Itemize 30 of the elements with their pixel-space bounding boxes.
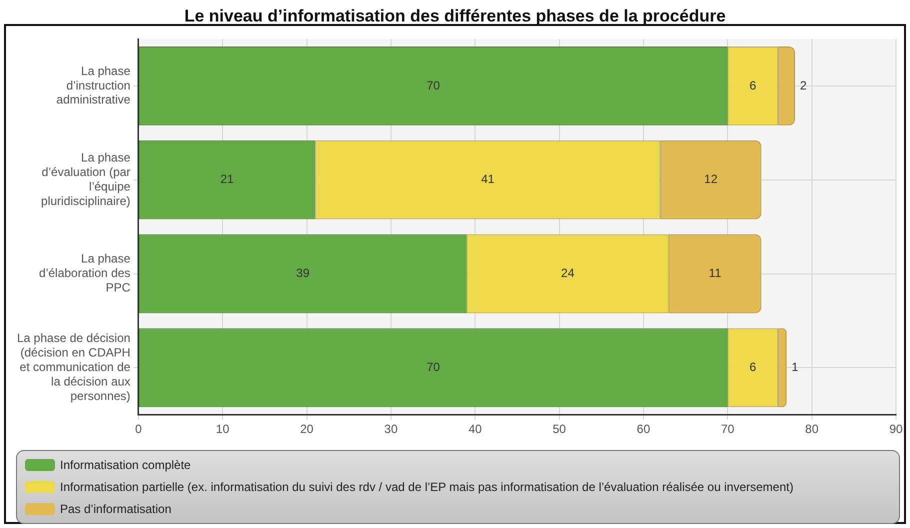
x-tick-label: 60 xyxy=(636,422,650,436)
data-label: 24 xyxy=(561,266,575,280)
data-label: 39 xyxy=(296,266,310,280)
data-label: 6 xyxy=(750,360,757,374)
legend-label: Pas d’informatisation xyxy=(60,502,172,516)
x-tick-label: 10 xyxy=(216,422,230,436)
y-tick-label: La phase de décision (décision en CDAPH et communication de la décision aux personnes) xyxy=(17,331,131,403)
data-label: 6 xyxy=(750,78,757,92)
data-label: 11 xyxy=(708,266,722,280)
x-tick-label: 30 xyxy=(384,422,398,436)
data-label: 41 xyxy=(481,172,495,186)
x-tick-label: 50 xyxy=(552,422,566,436)
chart-title: Le niveau d’informatisation des différentes phases de la procédure xyxy=(184,6,726,26)
data-label: 70 xyxy=(426,360,440,374)
x-tick-label: 80 xyxy=(805,422,819,436)
data-label: 70 xyxy=(426,78,440,92)
data-label: 1 xyxy=(792,360,799,374)
y-tick-label: La phase d’instruction administrative xyxy=(56,64,131,107)
x-tick-label: 70 xyxy=(720,422,735,436)
x-tick-label: 40 xyxy=(468,422,482,436)
data-label: 21 xyxy=(220,172,234,186)
x-tick-label: 0 xyxy=(135,422,142,436)
x-tick-label: 20 xyxy=(300,422,314,436)
data-label: 12 xyxy=(704,172,718,186)
x-tick-label: 90 xyxy=(889,422,903,436)
y-tick-label: La phase d’élaboration des PPC xyxy=(39,252,131,294)
legend-label: Informatisation partielle (ex. informatisation du suivi des rdv / vad de l’EP mais pas informatisation de l’évaluation réalisée ou inversement) xyxy=(60,480,794,494)
legend-label: Informatisation complète xyxy=(60,458,191,472)
y-tick-label: La phase d’évaluation (par l’équipe pluridisciplinaire) xyxy=(41,150,131,208)
data-label: 2 xyxy=(800,78,807,92)
